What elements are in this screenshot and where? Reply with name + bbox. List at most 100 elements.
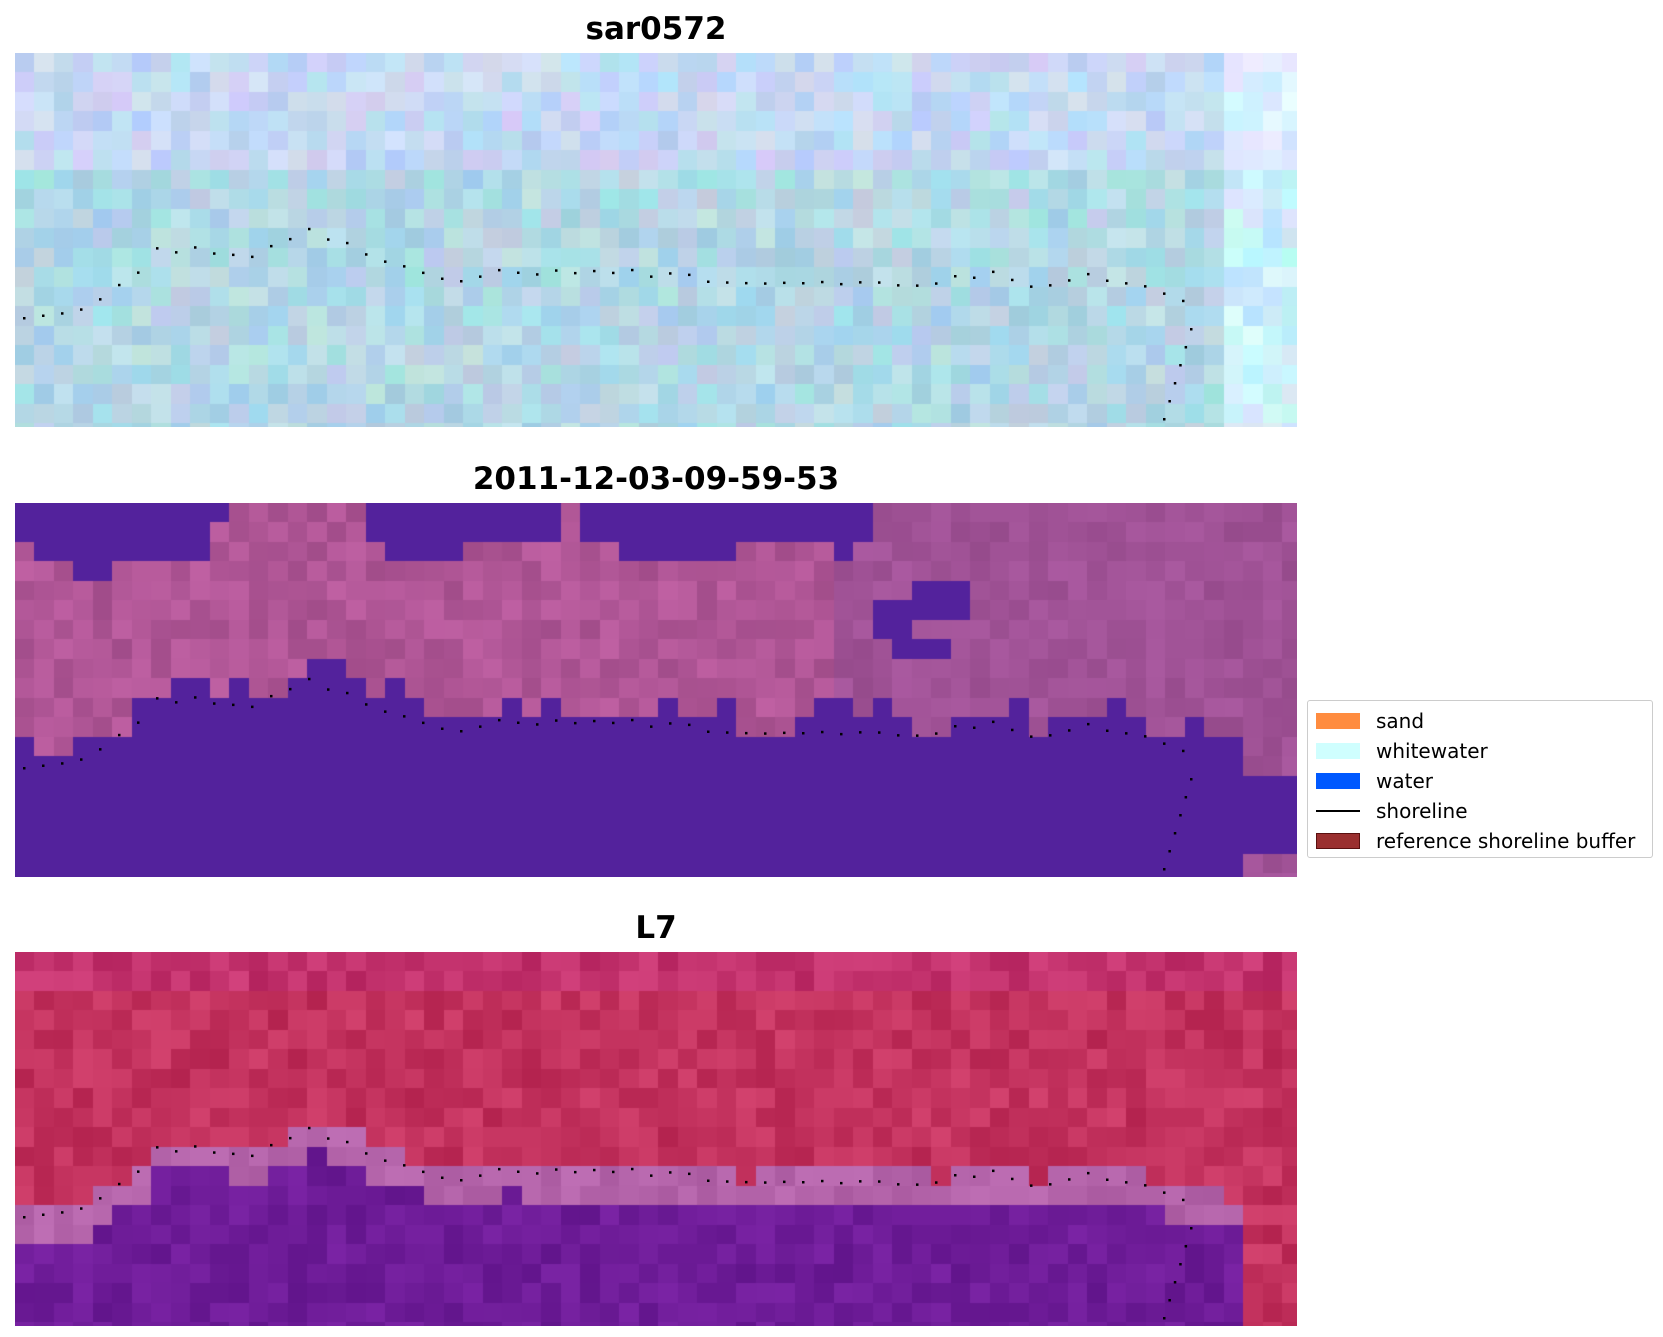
shoreline-point bbox=[517, 721, 520, 724]
legend-label: shoreline bbox=[1376, 799, 1468, 823]
shoreline-point bbox=[878, 281, 881, 284]
shoreline-point bbox=[479, 275, 482, 278]
shoreline-point bbox=[403, 715, 406, 718]
shoreline-point bbox=[897, 1183, 900, 1186]
shoreline-point bbox=[498, 1167, 501, 1171]
shoreline-point bbox=[764, 732, 767, 735]
shoreline-line-icon bbox=[1316, 810, 1360, 812]
shoreline-point bbox=[973, 726, 976, 729]
shoreline-point bbox=[175, 1150, 178, 1153]
shoreline-point bbox=[1030, 735, 1033, 738]
shoreline-point bbox=[80, 1207, 83, 1210]
shoreline-point bbox=[213, 1151, 216, 1154]
shoreline-point bbox=[1087, 1171, 1090, 1175]
shoreline-point bbox=[1173, 832, 1177, 835]
shoreline-point bbox=[1011, 278, 1014, 282]
shoreline-point bbox=[688, 1172, 691, 1176]
shoreline-point bbox=[897, 734, 900, 737]
shoreline-point bbox=[916, 1183, 919, 1186]
shoreline-point bbox=[365, 253, 368, 256]
shoreline-point bbox=[346, 1140, 349, 1144]
shoreline-point bbox=[1030, 285, 1033, 288]
shoreline-point bbox=[1144, 735, 1147, 738]
shoreline-point bbox=[612, 721, 615, 725]
shoreline-point bbox=[232, 253, 235, 257]
shoreline-point bbox=[137, 1170, 140, 1173]
shoreline-point bbox=[688, 723, 691, 727]
shoreline-point bbox=[270, 1143, 273, 1147]
shoreline-point bbox=[783, 1180, 786, 1184]
shoreline-point bbox=[1184, 796, 1188, 799]
classified-image bbox=[15, 503, 1297, 877]
shoreline-point bbox=[726, 731, 729, 734]
shoreline-point bbox=[840, 1181, 843, 1185]
shoreline-point bbox=[1106, 729, 1109, 732]
legend-item-whitewater: whitewater bbox=[1316, 739, 1488, 763]
shoreline-point bbox=[61, 1211, 64, 1214]
shoreline-point bbox=[80, 308, 83, 311]
legend-label: sand bbox=[1376, 709, 1425, 733]
shoreline-point bbox=[365, 1152, 368, 1155]
legend-label: water bbox=[1376, 769, 1433, 793]
shoreline-point bbox=[384, 260, 387, 263]
shoreline-point bbox=[1168, 1299, 1171, 1302]
shoreline-point bbox=[251, 705, 254, 709]
shoreline-point bbox=[1190, 328, 1193, 331]
shoreline-point bbox=[783, 731, 786, 735]
shoreline-point bbox=[61, 312, 64, 315]
shoreline-point bbox=[80, 758, 83, 761]
shoreline-point bbox=[1049, 284, 1052, 287]
legend-label: reference shoreline buffer bbox=[1376, 829, 1636, 853]
legend-label: whitewater bbox=[1376, 739, 1488, 763]
sand-swatch-icon bbox=[1316, 713, 1360, 729]
shoreline-point bbox=[1182, 299, 1185, 303]
shoreline-point bbox=[99, 748, 102, 751]
shoreline-point bbox=[821, 1179, 824, 1183]
shoreline-point bbox=[327, 688, 330, 691]
shoreline-point bbox=[1184, 346, 1188, 349]
shoreline-point bbox=[745, 731, 748, 735]
shoreline-point bbox=[479, 1174, 482, 1177]
shoreline-point bbox=[745, 1180, 748, 1184]
shoreline-point bbox=[327, 238, 330, 241]
shoreline-point bbox=[422, 721, 425, 725]
panel-title-sar: sar0572 bbox=[585, 11, 727, 47]
shoreline-point bbox=[555, 269, 558, 272]
shoreline-point bbox=[840, 282, 843, 286]
shoreline-point bbox=[327, 1137, 330, 1140]
shoreline-point bbox=[61, 762, 64, 765]
legend-item-sand: sand bbox=[1316, 709, 1424, 733]
shoreline-point bbox=[1173, 382, 1177, 385]
shoreline-point bbox=[270, 244, 273, 248]
shoreline-point bbox=[1168, 850, 1171, 853]
shoreline-point bbox=[859, 731, 862, 734]
shoreline-point bbox=[441, 727, 444, 730]
shoreline-point bbox=[973, 276, 976, 279]
shoreline-point bbox=[1163, 292, 1166, 295]
shoreline-point bbox=[308, 227, 311, 231]
shoreline-point bbox=[859, 281, 862, 284]
shoreline-point bbox=[1049, 734, 1052, 737]
shoreline-point bbox=[1087, 272, 1090, 276]
shoreline-point bbox=[612, 271, 615, 275]
shoreline-point bbox=[574, 271, 577, 275]
shoreline-point bbox=[194, 1145, 197, 1148]
reference-buffer-swatch-icon bbox=[1316, 833, 1360, 849]
shoreline-point bbox=[422, 1170, 425, 1174]
shoreline-point bbox=[555, 1168, 558, 1171]
shoreline-point bbox=[992, 1169, 995, 1173]
shoreline-point bbox=[403, 1164, 406, 1167]
shoreline-point bbox=[308, 677, 311, 681]
shoreline-point bbox=[840, 732, 843, 736]
shoreline-point bbox=[441, 1176, 444, 1179]
shoreline-point bbox=[783, 281, 786, 285]
classified-image-panel bbox=[15, 503, 1297, 877]
shoreline-point bbox=[935, 732, 938, 735]
shoreline-overlay bbox=[23, 227, 1193, 421]
shoreline-point bbox=[1030, 1184, 1033, 1187]
shoreline-point bbox=[707, 1179, 710, 1182]
shoreline-point bbox=[954, 275, 957, 278]
shoreline-point bbox=[593, 269, 596, 273]
shoreline-point bbox=[574, 721, 577, 725]
shoreline-point bbox=[1179, 364, 1182, 367]
